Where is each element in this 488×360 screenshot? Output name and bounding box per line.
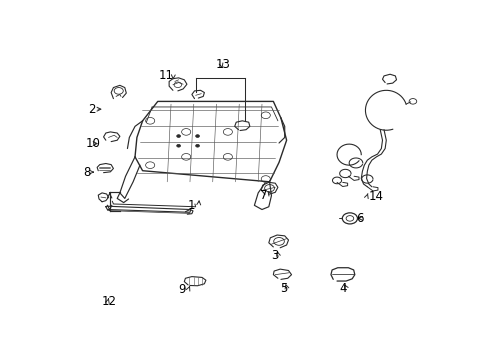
Text: 7: 7 xyxy=(260,189,267,202)
Text: 5: 5 xyxy=(280,282,287,295)
Text: 12: 12 xyxy=(102,295,117,308)
Text: 8: 8 xyxy=(83,166,90,179)
Text: 2: 2 xyxy=(88,103,96,116)
Circle shape xyxy=(195,144,199,147)
Text: 10: 10 xyxy=(85,137,101,150)
Text: 1: 1 xyxy=(188,199,195,212)
Text: 6: 6 xyxy=(355,212,363,225)
Text: 13: 13 xyxy=(215,58,230,71)
Circle shape xyxy=(176,144,180,147)
Text: 14: 14 xyxy=(368,190,383,203)
Text: 9: 9 xyxy=(178,283,185,296)
Circle shape xyxy=(176,135,180,138)
Text: 11: 11 xyxy=(159,68,174,82)
Text: 3: 3 xyxy=(271,249,278,262)
Circle shape xyxy=(195,135,199,138)
Text: 4: 4 xyxy=(339,282,346,295)
